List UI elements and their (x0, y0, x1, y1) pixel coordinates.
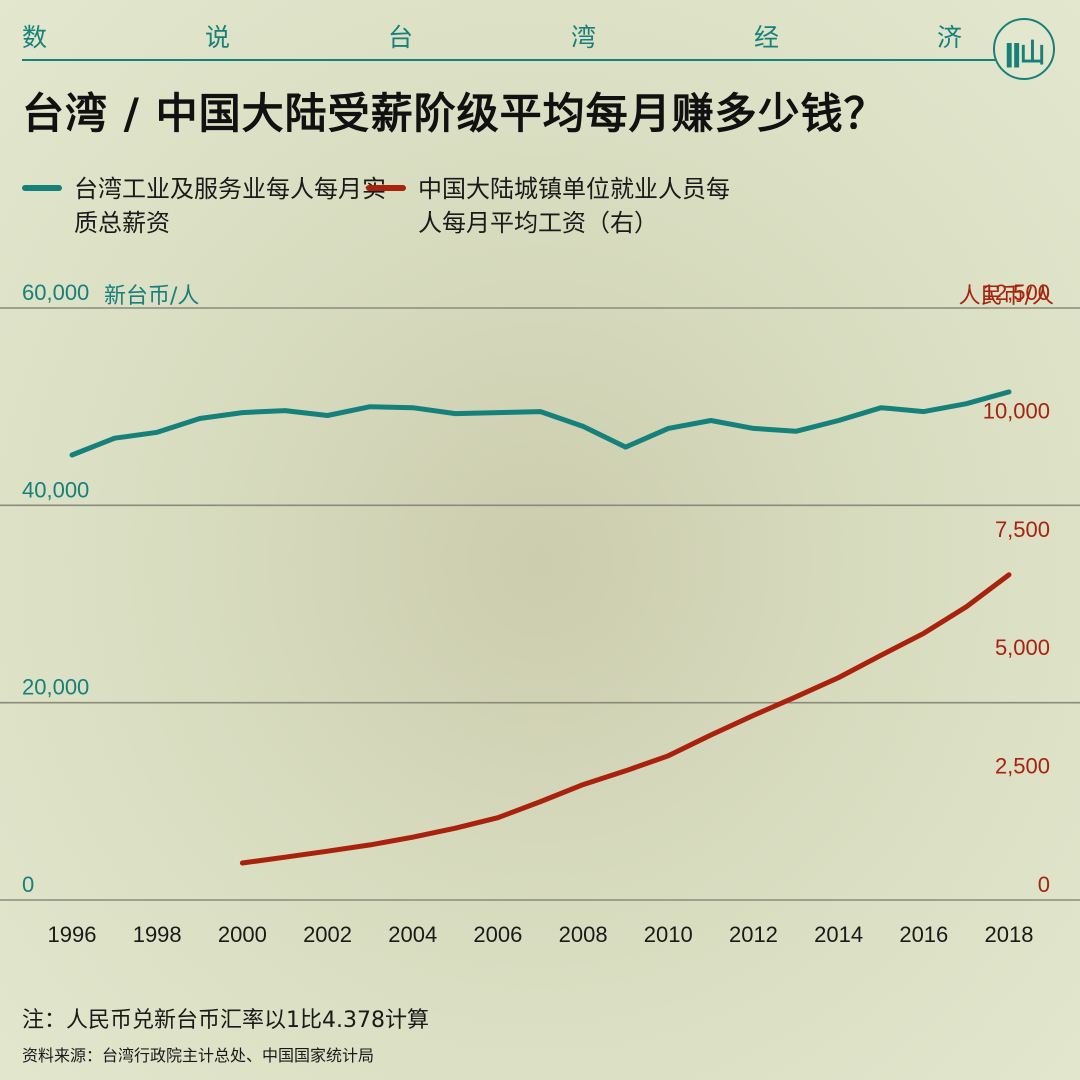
series-char: 数 (22, 23, 49, 52)
legend-label-mainland: 中国大陆城镇单位就业人员每人每月平均工资（右） (418, 175, 730, 237)
legend-label-taiwan: 台湾工业及服务业每人每月实质总薪资 (74, 175, 386, 237)
header-rule (22, 59, 1007, 61)
series-char: 台 (388, 23, 415, 52)
series-char: 经 (754, 23, 781, 52)
left-tick-label: 60,000 (22, 280, 89, 305)
series-char: 湾 (571, 23, 598, 52)
right-tick-label: 7,500 (995, 517, 1050, 542)
x-tick-label: 1996 (48, 922, 97, 947)
series-line-mainland (239, 572, 1012, 866)
left-tick-label: 20,000 (22, 675, 89, 700)
x-tick-label: 2018 (985, 922, 1034, 947)
x-tick-label: 1998 (133, 922, 182, 947)
x-axis-ticks: 1996 1998 2000 2002 2004 2006 2008 2010 2012 2014… (48, 922, 1034, 947)
x-tick-label: 2012 (729, 922, 778, 947)
left-axis-ticks: 0 20,000 40,000 60,000 (22, 280, 89, 897)
left-tick-label: 40,000 (22, 477, 89, 502)
x-tick-label: 2008 (559, 922, 608, 947)
right-tick-label: 0 (1038, 872, 1050, 897)
right-tick-label: 10,000 (983, 398, 1050, 423)
legend-swatch-mainland (366, 185, 406, 191)
exchange-rate-note: 注：人民币兑新台币汇率以1比4.378计算 (22, 1008, 429, 1033)
x-tick-label: 2014 (814, 922, 863, 947)
right-tick-label: 12,500 (983, 280, 1050, 305)
right-tick-label: 5,000 (995, 635, 1050, 660)
legend-swatch-taiwan (22, 185, 62, 191)
chart-title: 台湾 / 中国大陆受薪阶级平均每月赚多少钱？ (22, 89, 887, 138)
right-axis-unit: 人民币/人 (958, 284, 1054, 309)
series-line-taiwan (69, 389, 1012, 458)
right-tick-label: 2,500 (995, 754, 1050, 779)
x-tick-label: 2002 (303, 922, 352, 947)
x-tick-label: 2004 (388, 922, 437, 947)
gridlines (0, 307, 1080, 901)
right-axis-ticks: 0 2,500 5,000 7,500 10,000 12,500 (983, 280, 1050, 897)
series-lines (69, 389, 1012, 866)
left-axis-unit: 新台币/人 (104, 284, 200, 309)
series-header: 数 说 台 湾 经 济 (0, 14, 1080, 54)
series-char: 济 (937, 23, 964, 52)
series-char: 说 (205, 23, 232, 52)
x-tick-label: 2016 (899, 922, 948, 947)
x-tick-label: 2000 (218, 922, 267, 947)
brand-logo-icon: ǁ山 (993, 18, 1055, 80)
brand-logo-text: ǁ山 (1004, 39, 1045, 69)
data-source: 资料来源：台湾行政院主计总处、中国国家统计局 (22, 1046, 375, 1065)
x-tick-label: 2006 (473, 922, 522, 947)
left-tick-label: 0 (22, 872, 34, 897)
x-tick-label: 2010 (644, 922, 693, 947)
